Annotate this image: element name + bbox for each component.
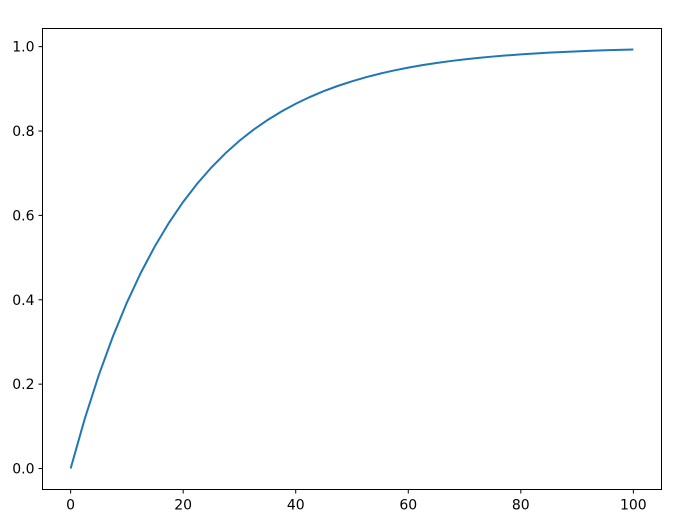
y-tick-label: 0.2 — [12, 377, 34, 393]
y-axis: 0.0 0.2 0.4 0.6 0.8 1.0 — [12, 40, 43, 478]
y-tick-label: 0.6 — [12, 208, 34, 224]
y-tick-label: 1.0 — [12, 40, 34, 56]
x-tick-label: 80 — [512, 498, 530, 514]
y-tick-label: 0.0 — [12, 462, 34, 478]
x-tick-label: 0 — [66, 498, 75, 514]
x-tick-label: 100 — [620, 498, 647, 514]
x-axis: 0 20 40 60 80 100 — [66, 489, 647, 514]
plot-frame — [42, 28, 662, 490]
x-tick-label: 20 — [174, 498, 192, 514]
x-tick-label: 40 — [287, 498, 305, 514]
series-line — [69, 48, 634, 469]
y-tick-label: 0.8 — [12, 124, 34, 140]
y-tick-label: 0.4 — [12, 293, 34, 309]
x-tick-label: 60 — [399, 498, 417, 514]
